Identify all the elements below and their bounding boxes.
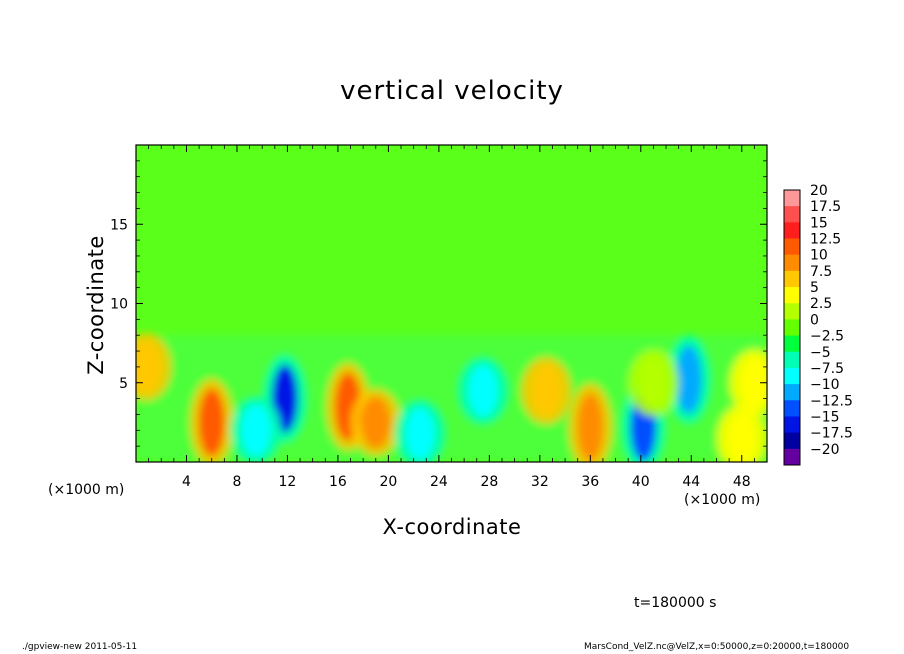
x-tick-label: 48 [733, 474, 751, 490]
colorbar-swatch [784, 432, 800, 450]
colorbar-label: −15 [810, 409, 840, 425]
colorbar-label: 12.5 [810, 232, 841, 248]
colorbar-swatch [784, 335, 800, 353]
time-label: t=180000 s [634, 595, 717, 611]
footer-program-date: ./gpview-new 2011-05-11 [22, 642, 138, 652]
colorbar-label: −10 [810, 377, 840, 393]
colorbar-label: −17.5 [810, 426, 853, 442]
colorbar-swatch [784, 206, 800, 223]
colorbar-swatch [784, 303, 800, 320]
colorbar-swatch [784, 319, 800, 337]
footer-data-source: MarsCond_VelZ.nc@VelZ,x=0:50000,z=0:2000… [584, 642, 850, 652]
colorbar-label: 5 [810, 280, 819, 296]
colorbar-swatch [784, 367, 800, 385]
colorbar-swatch [784, 448, 800, 466]
y-tick-label: 10 [110, 297, 128, 313]
field-feature [198, 388, 225, 457]
x-axis-unit-left: (×1000 m) [48, 482, 125, 498]
colorbar-swatch [784, 222, 800, 240]
colorbar-label: 2.5 [810, 296, 832, 312]
x-tick-label: 20 [379, 474, 397, 490]
field-feature [577, 393, 604, 462]
x-axis-unit-right: (×1000 m) [684, 492, 761, 508]
field-feature [468, 364, 499, 417]
field-feature [726, 412, 757, 462]
colorbar-frame [783, 189, 801, 466]
x-tick-label: 12 [279, 474, 297, 490]
colorbar-swatch [784, 270, 800, 288]
field-feature [136, 340, 162, 393]
x-tick-label: 24 [430, 474, 448, 490]
colorbar-label: −20 [810, 442, 840, 458]
field-feature [675, 345, 702, 414]
y-axis-label: Z-coordinate [84, 235, 108, 375]
field-feature [404, 407, 435, 460]
colorbar-label: 0 [810, 312, 819, 328]
colorbar-label: −12.5 [810, 393, 853, 409]
colorbar-label: 17.5 [810, 199, 841, 215]
colorbar-label: 15 [810, 215, 828, 231]
field-feature [531, 364, 562, 417]
colorbar-swatch [784, 351, 800, 369]
field-feature [739, 356, 767, 409]
colorbar-label: −5 [810, 345, 831, 361]
y-tick-label: 5 [119, 376, 128, 392]
field-feature [360, 396, 391, 449]
x-tick-label: 40 [632, 474, 650, 490]
colorbar-swatch [784, 238, 800, 256]
colorbar-swatch [784, 190, 800, 207]
colorbar-label: 7.5 [810, 264, 832, 280]
y-tick-label: 15 [110, 217, 128, 233]
x-tick-label: 4 [182, 474, 191, 490]
x-tick-label: 44 [682, 474, 700, 490]
colorbar-swatch [784, 384, 800, 401]
colorbar-swatch [784, 287, 800, 304]
colorbar-swatch [784, 254, 800, 272]
x-tick-label: 8 [232, 474, 241, 490]
x-tick-label: 36 [581, 474, 599, 490]
colorbar-label: 10 [810, 248, 828, 264]
colorbar-label: 20 [810, 183, 828, 199]
chart-title: vertical velocity [340, 76, 564, 106]
field-feature [638, 356, 669, 409]
x-tick-label: 28 [480, 474, 498, 490]
colorbar-swatch [784, 416, 800, 434]
colorbar-label: −2.5 [810, 329, 844, 345]
colorbar-swatch [784, 400, 800, 417]
x-tick-label: 32 [531, 474, 549, 490]
x-tick-label: 16 [329, 474, 347, 490]
colorbar-label: −7.5 [810, 361, 844, 377]
x-axis-label: X-coordinate [382, 515, 522, 539]
field-feature [240, 404, 271, 457]
